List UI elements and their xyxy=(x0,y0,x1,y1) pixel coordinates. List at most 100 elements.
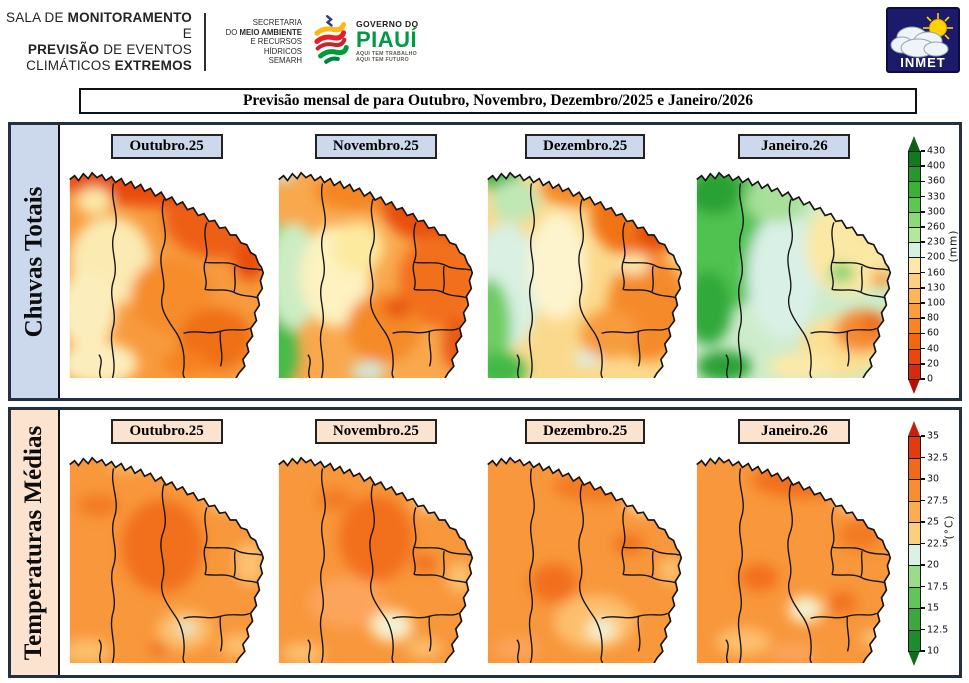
colorbar-part xyxy=(921,150,925,152)
sala-l1a: SALA DE xyxy=(6,10,68,25)
colorbar-part xyxy=(921,435,925,437)
map-temp-dezembro xyxy=(487,456,683,663)
map-col-outubro: Outubro.25 xyxy=(68,125,265,378)
colorbar-part xyxy=(908,565,921,588)
sala-l1b: MONITORAMENTO xyxy=(67,10,192,25)
colorbar-tick-label: 12.5 xyxy=(927,624,949,635)
semarh-l1: SECRETARIA xyxy=(252,18,302,28)
governo-do-label: GOVERNO DO xyxy=(356,19,419,30)
map-col-janeiro: Janeiro.26 xyxy=(696,125,892,378)
colorbar-part xyxy=(908,379,920,394)
colorbar-tick-label: 230 xyxy=(927,236,946,248)
map-col-janeiro: Janeiro.26 xyxy=(696,410,892,663)
colorbar-tick-label: 20 xyxy=(927,559,940,571)
semarh-l2a: DO xyxy=(225,27,240,37)
row-label-temperaturas: Temperaturas Médias xyxy=(11,410,60,675)
colorbar-tick-label: 0 xyxy=(927,373,934,385)
colorbar-part xyxy=(908,363,921,380)
colorbar-part xyxy=(908,436,921,459)
colorbar-part xyxy=(908,181,921,198)
piaui-state-logo-icon xyxy=(310,11,352,74)
colorbar-tick-label: 100 xyxy=(927,297,946,309)
colorbar-tick-label: 35 xyxy=(927,430,940,442)
colorbar-part xyxy=(921,607,925,609)
panel-temperaturas-medias: Temperaturas Médias Outubro.25 xyxy=(8,407,962,678)
row-label-chuvas: Chuvas Totais xyxy=(11,125,60,398)
colorbar-tick-label: 25 xyxy=(927,516,940,528)
header-divider xyxy=(204,13,206,71)
sala-l3a: CLIMÁTICOS xyxy=(26,58,115,73)
map-col-dezembro: Dezembro.25 xyxy=(487,410,683,663)
colorbar-temperature: 35 32.5 30 27.5 25 22.5 20 17.5 15 12.5 10 (°C) xyxy=(901,410,959,675)
map-chuvas-dezembro xyxy=(487,171,683,378)
map-chuvas-janeiro xyxy=(696,171,892,378)
month-badge: Novembro.25 xyxy=(314,134,437,159)
colorbar-part xyxy=(921,165,925,167)
colorbar-part xyxy=(908,242,921,259)
sala-l2a: PREVISÃO xyxy=(27,42,100,57)
month-badge: Outubro.25 xyxy=(110,419,223,444)
inmet-label: INMET xyxy=(900,55,945,70)
colorbar-part xyxy=(921,564,925,566)
map-chuvas-novembro xyxy=(277,171,474,378)
colorbar-tick-label: 32.5 xyxy=(927,452,949,463)
colorbar-part xyxy=(908,318,921,335)
colorbar-tick-label: 130 xyxy=(927,282,946,294)
colorbar-part xyxy=(921,456,925,459)
colorbar-part xyxy=(908,196,921,213)
colorbar-part xyxy=(908,500,921,523)
colorbar-tick-label: 30 xyxy=(927,473,940,485)
colorbar-part xyxy=(921,650,925,652)
colorbar-part xyxy=(908,543,921,566)
colorbar-part xyxy=(921,347,925,350)
map-temp-outubro xyxy=(68,456,264,663)
header: SALA DE MONITORAMENTO E PREVISÃO DE EVEN… xyxy=(0,0,969,84)
colorbar-part xyxy=(921,302,925,304)
colorbar-part xyxy=(921,363,925,365)
month-badge: Janeiro.26 xyxy=(738,134,851,159)
colorbar-part xyxy=(921,226,925,228)
colorbar-part xyxy=(908,333,921,350)
colorbar-part xyxy=(908,211,921,228)
colorbar-part xyxy=(921,256,925,259)
colorbar-part xyxy=(921,542,925,545)
map-col-dezembro: Dezembro.25 xyxy=(487,125,683,378)
colorbar-tick-label: 360 xyxy=(927,175,946,187)
colorbar-tick-label: 40 xyxy=(927,343,940,355)
colorbar-tick-label: 22.5 xyxy=(927,538,949,549)
sala-l3b: EXTREMOS xyxy=(114,58,192,73)
map-chuvas-outubro xyxy=(68,171,264,378)
month-badge: Dezembro.25 xyxy=(524,419,646,444)
month-badge: Novembro.25 xyxy=(314,419,437,444)
colorbar-tick-label: 260 xyxy=(927,221,946,233)
colorbar-part xyxy=(908,522,921,545)
piaui-label: PIAUÍ xyxy=(356,26,418,52)
colorbar-tick-label: 60 xyxy=(927,327,940,339)
maps-row-chuvas: Outubro.25 xyxy=(60,125,901,398)
map-col-novembro: Novembro.25 xyxy=(277,410,474,663)
colorbar-part xyxy=(908,348,921,365)
colorbar-part: (°C) xyxy=(943,514,956,540)
colorbar-part xyxy=(908,151,921,168)
page-title: Previsão mensal de para Outubro, Novembr… xyxy=(79,88,917,114)
month-badge: Dezembro.25 xyxy=(524,134,646,159)
colorbar-tick-label: 160 xyxy=(927,267,946,279)
colorbar-part xyxy=(921,378,925,380)
colorbar-part xyxy=(921,628,925,631)
colorbar-tick-label: 10 xyxy=(927,645,940,657)
colorbar-part xyxy=(908,257,921,274)
colorbar-tick-label: 430 xyxy=(927,145,946,157)
tagline-trabalho: AQUI TEM TRABALHO xyxy=(356,50,418,57)
colorbar-part xyxy=(908,629,921,652)
sala-l1c: E xyxy=(182,26,192,41)
tagline-futuro: AQUI TEM FUTURO xyxy=(356,57,409,64)
colorbar-part xyxy=(908,651,920,666)
colorbar-tick-label: 300 xyxy=(927,206,946,218)
sala-l2b: DE EVENTOS xyxy=(99,42,192,57)
semarh-l2b: MEIO AMBIENTE xyxy=(239,27,302,37)
colorbar-tick-label: 200 xyxy=(927,251,946,263)
colorbar-part xyxy=(921,499,925,502)
colorbar-precipitation: 430 400 360 330 300 260 230 200 160 130 100 80 60 40 2… xyxy=(901,125,959,398)
colorbar-part xyxy=(908,608,921,631)
row-label-text: Temperaturas Médias xyxy=(20,425,48,660)
